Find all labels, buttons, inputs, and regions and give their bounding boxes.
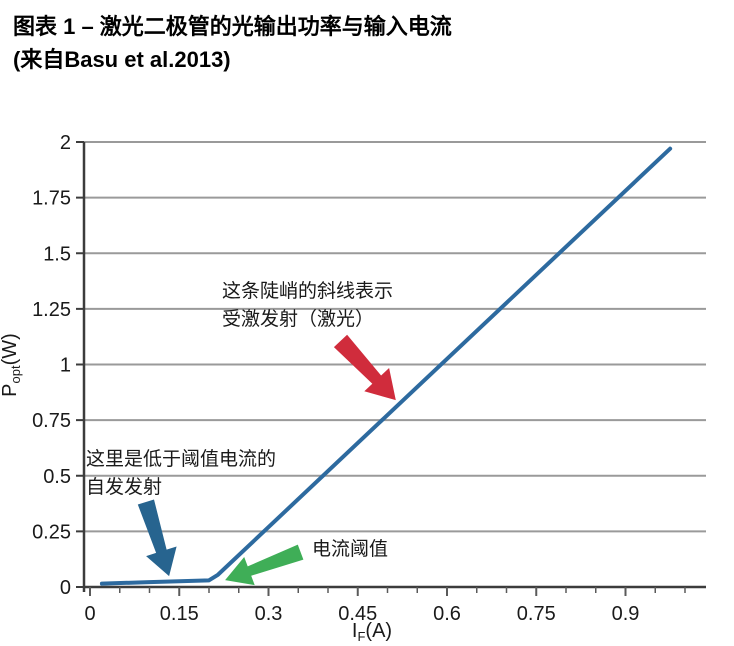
y-tick-label: 0	[60, 577, 71, 599]
x-axis-title: IF(A)	[352, 620, 392, 644]
y-tick-label: 1.5	[43, 243, 71, 265]
annotation-stimulated-line1: 这条陡峭的斜线表示	[222, 281, 394, 302]
x-tick-label: 0.15	[160, 603, 199, 625]
spontaneous-emission-arrow-icon	[137, 499, 177, 577]
figure-title: 图表 1 – 激光二极管的光输出功率与输入电流 (来自Basu et al.20…	[13, 10, 452, 76]
y-tick-label: 2	[60, 132, 71, 154]
y-tick-label: 1.25	[32, 299, 71, 321]
y-tick-label: 0.25	[32, 521, 71, 543]
series-line	[99, 146, 673, 586]
annotation-spontaneous-line2: 自发发射	[86, 477, 163, 498]
annotation-spontaneous-emission: 这里是低于阈值电流的 自发发射	[86, 446, 276, 502]
annotation-spontaneous-line1: 这里是低于阈值电流的	[86, 449, 277, 470]
li-curve-chart: 0 0.25 0.5 0.75 1 1.25 1.5 1.75 2 0 0.15 0.3 0.45 0.6…	[0, 132, 706, 644]
y-tick-label: 1.75	[32, 188, 71, 210]
y-tick-label: 1	[60, 355, 71, 377]
current-threshold-arrow-icon	[225, 544, 304, 586]
annotation-stimulated-line2: 受激发射（激光）	[222, 309, 375, 330]
y-axis-title: Popt(W)	[0, 333, 23, 397]
figure-title-line1: 图表 1 – 激光二极管的光输出功率与输入电流	[13, 14, 452, 39]
annotation-current-threshold: 电流阈值	[312, 536, 388, 564]
x-tick-label: 0.6	[433, 603, 461, 625]
x-tick-label: 0.9	[612, 603, 640, 625]
x-tick-label: 0.75	[517, 603, 556, 625]
x-tick-label: 0	[84, 603, 95, 625]
y-tick-label: 0.75	[32, 410, 71, 432]
stimulated-emission-arrow-icon	[333, 334, 396, 401]
figure-title-line2: (来自Basu et al.2013)	[13, 47, 231, 72]
x-tick-label: 0.45	[338, 603, 377, 625]
x-tick-label: 0.3	[255, 603, 283, 625]
y-tick-label: 0.5	[43, 466, 71, 488]
annotation-stimulated-emission: 这条陡峭的斜线表示 受激发射（激光）	[222, 278, 393, 334]
annotation-threshold-label: 电流阈值	[312, 539, 389, 560]
